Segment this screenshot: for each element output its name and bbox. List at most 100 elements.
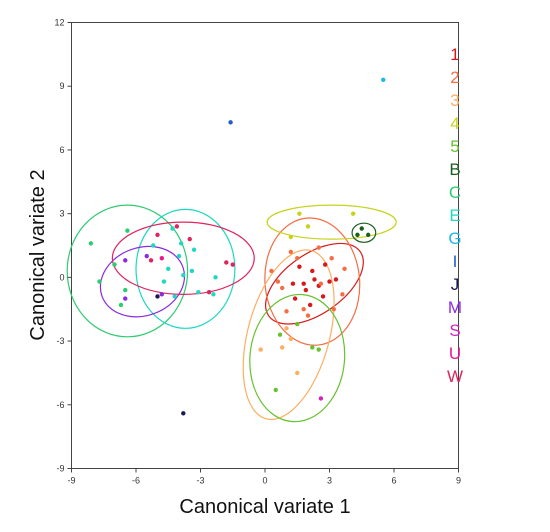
legend-item-5: 5 — [450, 137, 459, 156]
point-group-2 — [275, 279, 281, 284]
y-tick-label: 12 — [54, 18, 64, 28]
point-group-E — [161, 279, 167, 284]
y-tick-label: 9 — [59, 81, 64, 91]
point-group-3 — [280, 345, 285, 350]
point-group-2 — [316, 245, 321, 250]
point-group-W — [174, 224, 180, 229]
point-group-G — [381, 77, 386, 83]
point-group-J — [155, 294, 160, 299]
point-group-2 — [301, 307, 306, 312]
ellipse-group-3 — [242, 249, 335, 421]
point-group-M — [144, 253, 149, 259]
point-group-E — [196, 290, 201, 295]
point-group-W — [230, 262, 235, 267]
point-group-4 — [350, 211, 356, 216]
point-group-E — [213, 275, 218, 280]
point-group-C — [88, 241, 94, 246]
ellipse-group-E — [135, 208, 236, 329]
y-tick-label: -9 — [56, 464, 64, 474]
ellipse-group-B — [351, 222, 377, 243]
point-group-2 — [288, 249, 293, 255]
point-group-1 — [310, 268, 315, 274]
x-tick-label: -3 — [196, 476, 204, 486]
confidence-ellipses — [66, 204, 397, 423]
y-tick-label: -6 — [56, 400, 64, 410]
point-group-1 — [292, 296, 298, 301]
point-group-I — [228, 120, 233, 125]
point-group-1 — [303, 287, 309, 293]
legend-item-M: M — [448, 298, 462, 317]
point-group-C — [118, 302, 124, 308]
point-group-1 — [333, 277, 339, 282]
point-group-J — [181, 411, 186, 416]
point-group-U — [159, 256, 164, 261]
point-group-5 — [295, 321, 300, 327]
point-group-E — [176, 253, 182, 259]
x-tick-label: -6 — [132, 476, 140, 486]
legend-item-E: E — [449, 206, 460, 225]
ellipse-group-W — [111, 221, 255, 295]
point-group-C — [125, 228, 130, 233]
ellipse-group-5 — [249, 293, 346, 423]
point-group-C — [97, 279, 102, 284]
point-group-M — [159, 292, 164, 297]
legend-item-4: 4 — [450, 114, 459, 133]
point-group-2 — [340, 292, 345, 297]
point-group-1 — [323, 262, 328, 267]
x-tick-label: 0 — [262, 476, 267, 486]
point-group-1 — [290, 281, 296, 286]
point-group-2 — [318, 281, 324, 286]
point-group-B — [366, 232, 371, 238]
x-tick-label: 6 — [391, 476, 396, 486]
point-group-4 — [288, 234, 293, 240]
ellipse-group-4 — [266, 204, 397, 240]
legend-item-B: B — [449, 160, 460, 179]
point-group-2 — [331, 307, 336, 312]
y-tick-label: 0 — [59, 272, 64, 282]
point-group-S — [318, 396, 324, 401]
point-group-C — [112, 262, 117, 267]
y-axis-ticks: 12 9 6 3 0 -3 -6 -9 — [54, 18, 72, 474]
y-axis-title: Canonical variate 2 — [27, 169, 49, 340]
ellipse-group-2 — [264, 217, 361, 346]
plot-frame — [71, 22, 459, 469]
point-group-3 — [288, 336, 293, 342]
point-group-2 — [305, 313, 311, 318]
legend-item-W: W — [447, 367, 463, 386]
point-group-1 — [327, 279, 332, 284]
point-group-W — [148, 258, 154, 263]
x-axis-title: Canonical variate 1 — [179, 496, 350, 518]
legend-item-I: I — [453, 252, 458, 271]
y-tick-label: 3 — [59, 209, 64, 219]
y-tick-label: 6 — [59, 145, 64, 155]
point-group-3 — [258, 347, 263, 352]
point-group-4 — [305, 224, 311, 229]
point-group-E — [172, 294, 177, 299]
point-group-E — [189, 268, 195, 274]
point-group-1 — [301, 281, 306, 286]
data-points — [88, 77, 386, 416]
point-group-5 — [273, 387, 278, 393]
point-group-B — [355, 232, 360, 238]
ellipse-group-M — [99, 245, 186, 318]
point-group-1 — [307, 302, 313, 308]
point-group-4 — [297, 211, 302, 216]
point-group-2 — [342, 266, 347, 272]
point-group-M — [123, 258, 128, 263]
point-group-E — [211, 292, 216, 297]
point-group-W — [206, 290, 212, 295]
x-tick-label: 9 — [456, 476, 461, 486]
point-group-E — [166, 266, 171, 272]
legend-item-S: S — [449, 321, 460, 340]
y-tick-label: -3 — [56, 336, 64, 346]
point-group-1 — [312, 277, 317, 282]
point-group-E — [178, 241, 184, 246]
ellipse-group-1 — [264, 242, 364, 325]
x-tick-label: 3 — [327, 476, 332, 486]
point-group-2 — [269, 268, 274, 274]
point-group-1 — [320, 294, 326, 299]
point-group-2 — [295, 256, 300, 261]
legend-item-2: 2 — [450, 68, 459, 87]
